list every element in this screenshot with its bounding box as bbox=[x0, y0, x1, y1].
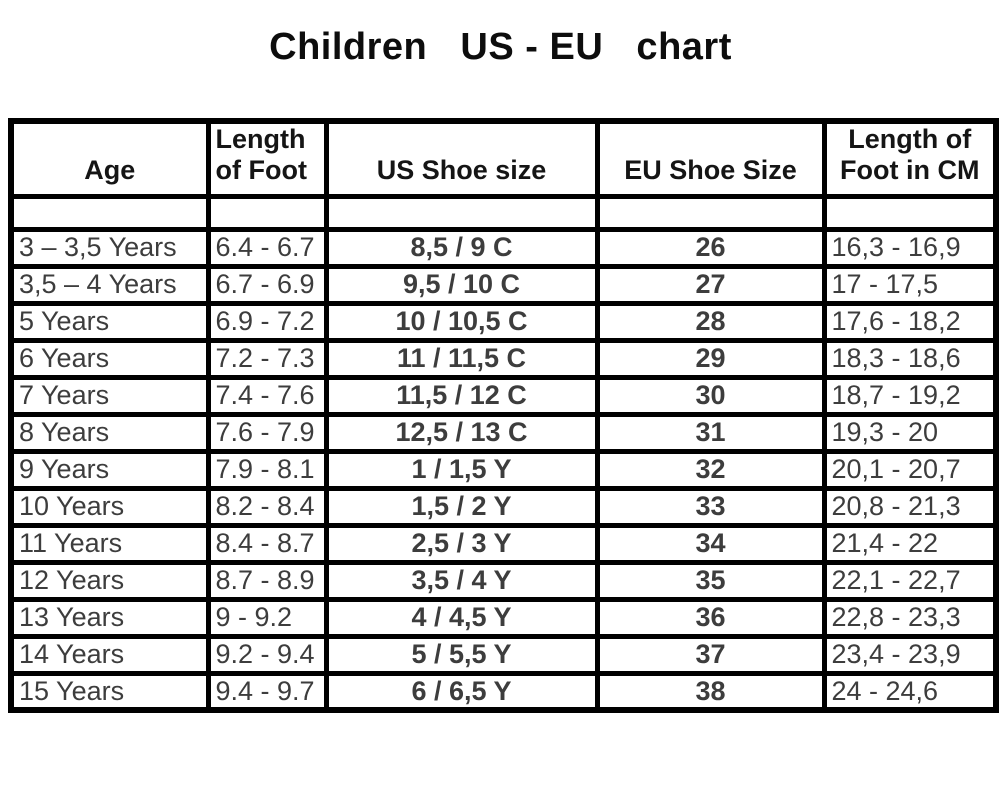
header-age: Age bbox=[8, 118, 211, 199]
header-length-of-foot: Length of Foot bbox=[205, 118, 329, 199]
cell-eu-shoe-size: 32 bbox=[594, 448, 827, 491]
cell-eu-shoe-size: 29 bbox=[594, 337, 827, 380]
cell-length-of-foot: 9.2 - 9.4 bbox=[205, 633, 329, 676]
cell-length-of-foot: 8.2 - 8.4 bbox=[205, 485, 329, 528]
table-body: 3 – 3,5 Years 6.4 - 6.7 8,5 / 9 C 26 16,… bbox=[8, 226, 999, 713]
cell-us-shoe-size: 8,5 / 9 C bbox=[323, 226, 600, 269]
cell-length-of-foot: 8.4 - 8.7 bbox=[205, 522, 329, 565]
table-row: 11 Years 8.4 - 8.7 2,5 / 3 Y 34 21,4 - 2… bbox=[8, 522, 999, 565]
cell-length-foot-in-cm: 19,3 - 20 bbox=[821, 411, 999, 454]
table-row: 15 Years 9.4 - 9.7 6 / 6,5 Y 38 24 - 24,… bbox=[8, 670, 999, 713]
cell-age: 9 Years bbox=[8, 448, 211, 491]
cell-us-shoe-size: 3,5 / 4 Y bbox=[323, 559, 600, 602]
cell-length-foot-in-cm: 22,1 - 22,7 bbox=[821, 559, 999, 602]
cell-eu-shoe-size: 34 bbox=[594, 522, 827, 565]
cell-eu-shoe-size: 27 bbox=[594, 263, 827, 306]
cell-us-shoe-size: 1,5 / 2 Y bbox=[323, 485, 600, 528]
cell-age: 15 Years bbox=[8, 670, 211, 713]
cell-age: 14 Years bbox=[8, 633, 211, 676]
spacer-cell bbox=[821, 193, 999, 232]
cell-us-shoe-size: 2,5 / 3 Y bbox=[323, 522, 600, 565]
cell-age: 3 – 3,5 Years bbox=[8, 226, 211, 269]
cell-eu-shoe-size: 35 bbox=[594, 559, 827, 602]
cell-us-shoe-size: 10 / 10,5 C bbox=[323, 300, 600, 343]
table-row: 14 Years 9.2 - 9.4 5 / 5,5 Y 37 23,4 - 2… bbox=[8, 633, 999, 676]
header-row: Age Length of Foot US Shoe size EU Shoe … bbox=[8, 118, 999, 199]
cell-length-of-foot: 6.7 - 6.9 bbox=[205, 263, 329, 306]
cell-length-foot-in-cm: 18,3 - 18,6 bbox=[821, 337, 999, 380]
table-row: 12 Years 8.7 - 8.9 3,5 / 4 Y 35 22,1 - 2… bbox=[8, 559, 999, 602]
cell-length-foot-in-cm: 20,1 - 20,7 bbox=[821, 448, 999, 491]
cell-length-foot-in-cm: 17 - 17,5 bbox=[821, 263, 999, 306]
cell-eu-shoe-size: 38 bbox=[594, 670, 827, 713]
cell-length-of-foot: 6.9 - 7.2 bbox=[205, 300, 329, 343]
spacer-cell bbox=[205, 193, 329, 232]
cell-us-shoe-size: 9,5 / 10 C bbox=[323, 263, 600, 306]
cell-eu-shoe-size: 36 bbox=[594, 596, 827, 639]
cell-length-foot-in-cm: 17,6 - 18,2 bbox=[821, 300, 999, 343]
cell-us-shoe-size: 5 / 5,5 Y bbox=[323, 633, 600, 676]
cell-length-foot-in-cm: 23,4 - 23,9 bbox=[821, 633, 999, 676]
cell-us-shoe-size: 11 / 11,5 C bbox=[323, 337, 600, 380]
cell-age: 11 Years bbox=[8, 522, 211, 565]
header-us-shoe-size: US Shoe size bbox=[323, 118, 600, 199]
cell-us-shoe-size: 1 / 1,5 Y bbox=[323, 448, 600, 491]
cell-age: 3,5 – 4 Years bbox=[8, 263, 211, 306]
cell-length-foot-in-cm: 21,4 - 22 bbox=[821, 522, 999, 565]
cell-age: 12 Years bbox=[8, 559, 211, 602]
cell-length-foot-in-cm: 20,8 - 21,3 bbox=[821, 485, 999, 528]
cell-length-foot-in-cm: 24 - 24,6 bbox=[821, 670, 999, 713]
table-row: 7 Years 7.4 - 7.6 11,5 / 12 C 30 18,7 - … bbox=[8, 374, 999, 417]
cell-age: 13 Years bbox=[8, 596, 211, 639]
cell-length-of-foot: 9.4 - 9.7 bbox=[205, 670, 329, 713]
table-row: 8 Years 7.6 - 7.9 12,5 / 13 C 31 19,3 - … bbox=[8, 411, 999, 454]
table-row: 5 Years 6.9 - 7.2 10 / 10,5 C 28 17,6 - … bbox=[8, 300, 999, 343]
cell-length-of-foot: 7.9 - 8.1 bbox=[205, 448, 329, 491]
table-row: 13 Years 9 - 9.2 4 / 4,5 Y 36 22,8 - 23,… bbox=[8, 596, 999, 639]
cell-age: 6 Years bbox=[8, 337, 211, 380]
table-row: 10 Years 8.2 - 8.4 1,5 / 2 Y 33 20,8 - 2… bbox=[8, 485, 999, 528]
cell-eu-shoe-size: 26 bbox=[594, 226, 827, 269]
cell-age: 5 Years bbox=[8, 300, 211, 343]
page: Children US - EU chart Age Length of Foo… bbox=[0, 26, 1001, 714]
cell-length-of-foot: 7.2 - 7.3 bbox=[205, 337, 329, 380]
cell-length-foot-in-cm: 16,3 - 16,9 bbox=[821, 226, 999, 269]
table-row: 3,5 – 4 Years 6.7 - 6.9 9,5 / 10 C 27 17… bbox=[8, 263, 999, 306]
cell-age: 8 Years bbox=[8, 411, 211, 454]
cell-us-shoe-size: 4 / 4,5 Y bbox=[323, 596, 600, 639]
header-eu-shoe-size: EU Shoe Size bbox=[594, 118, 827, 199]
cell-eu-shoe-size: 33 bbox=[594, 485, 827, 528]
cell-length-of-foot: 7.4 - 7.6 bbox=[205, 374, 329, 417]
table-row: 3 – 3,5 Years 6.4 - 6.7 8,5 / 9 C 26 16,… bbox=[8, 226, 999, 269]
cell-length-foot-in-cm: 18,7 - 19,2 bbox=[821, 374, 999, 417]
cell-eu-shoe-size: 30 bbox=[594, 374, 827, 417]
cell-age: 7 Years bbox=[8, 374, 211, 417]
cell-length-of-foot: 9 - 9.2 bbox=[205, 596, 329, 639]
page-title: Children US - EU chart bbox=[269, 26, 732, 68]
table-row: 9 Years 7.9 - 8.1 1 / 1,5 Y 32 20,1 - 20… bbox=[8, 448, 999, 491]
cell-length-of-foot: 7.6 - 7.9 bbox=[205, 411, 329, 454]
spacer-cell bbox=[8, 193, 211, 232]
cell-age: 10 Years bbox=[8, 485, 211, 528]
cell-length-foot-in-cm: 22,8 - 23,3 bbox=[821, 596, 999, 639]
cell-us-shoe-size: 12,5 / 13 C bbox=[323, 411, 600, 454]
cell-us-shoe-size: 11,5 / 12 C bbox=[323, 374, 600, 417]
header-length-foot-in-cm: Length of Foot in CM bbox=[821, 118, 999, 199]
size-chart-table: Age Length of Foot US Shoe size EU Shoe … bbox=[8, 117, 999, 714]
cell-length-of-foot: 8.7 - 8.9 bbox=[205, 559, 329, 602]
cell-eu-shoe-size: 28 bbox=[594, 300, 827, 343]
table-row: 6 Years 7.2 - 7.3 11 / 11,5 C 29 18,3 - … bbox=[8, 337, 999, 380]
cell-us-shoe-size: 6 / 6,5 Y bbox=[323, 670, 600, 713]
cell-eu-shoe-size: 37 bbox=[594, 633, 827, 676]
spacer-cell bbox=[323, 193, 600, 232]
spacer-cell bbox=[594, 193, 827, 232]
cell-eu-shoe-size: 31 bbox=[594, 411, 827, 454]
spacer-row bbox=[8, 193, 999, 232]
cell-length-of-foot: 6.4 - 6.7 bbox=[205, 226, 329, 269]
